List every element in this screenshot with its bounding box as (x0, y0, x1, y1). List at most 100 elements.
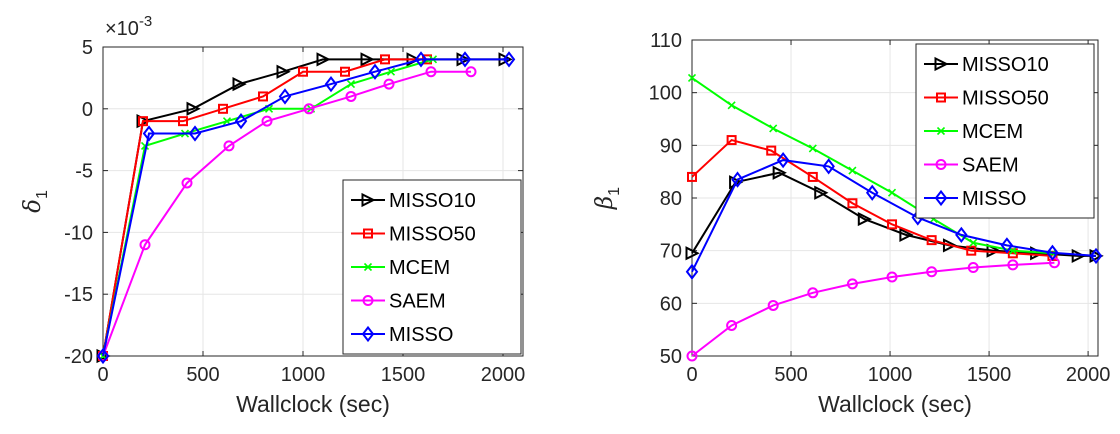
data-point-saem (261, 115, 273, 127)
legend-marker-misso50 (363, 228, 373, 239)
y-tick-label: 5 (82, 37, 93, 59)
y-tick-label: -5 (75, 161, 93, 183)
data-point-saem (686, 350, 698, 362)
series-line-misso (691, 159, 1097, 273)
data-point-misso10 (1071, 248, 1086, 264)
data-point-misso (458, 51, 472, 68)
axes-frame (102, 46, 524, 357)
x-tick-label: 1500 (967, 364, 1012, 386)
x-tick-label: 1000 (868, 364, 913, 386)
x-tick-label: 1000 (281, 364, 326, 386)
y-exponent-power: -3 (139, 13, 152, 30)
data-point-misso50 (687, 171, 697, 182)
y-axis-label: β1 (592, 187, 623, 210)
x-tick-label: 2000 (1066, 364, 1111, 386)
data-point-misso (368, 63, 382, 80)
y-tick-label: 90 (660, 135, 682, 157)
y-axis-label-symbol: β (592, 196, 618, 210)
data-point-misso (822, 158, 835, 175)
x-tick-label: 2000 (481, 364, 526, 386)
legend-marker-misso (361, 325, 375, 343)
x-tick-label: 0 (686, 364, 697, 386)
legend-marker-misso (934, 189, 948, 207)
x-tick-label: 0 (97, 364, 108, 386)
y-tick-label: 80 (660, 188, 682, 210)
data-point-misso (278, 88, 292, 105)
legend-marker-saem (362, 295, 374, 306)
y-tick-label: -20 (64, 346, 93, 368)
data-point-saem (886, 271, 898, 283)
data-point-misso (685, 263, 699, 280)
y-tick-label: -15 (64, 284, 93, 306)
legend-label-saem: SAEM (389, 291, 446, 313)
data-point-mcem (969, 238, 978, 247)
legend-marker-mcem (363, 262, 373, 272)
y-exponent-base: ×10 (105, 18, 139, 40)
data-point-misso (324, 75, 338, 93)
series-line-misso50 (691, 138, 1053, 257)
data-point-mcem (769, 124, 778, 133)
series-line-saem (691, 261, 1055, 357)
legend-label-misso: MISSO (389, 324, 453, 346)
data-point-misso (1000, 237, 1014, 254)
data-point-mcem (346, 80, 356, 89)
data-point-misso (96, 347, 110, 364)
data-point-misso10 (772, 165, 787, 180)
data-point-misso50 (807, 171, 818, 182)
data-point-misso (234, 113, 248, 130)
data-point-misso50 (766, 145, 777, 156)
series-line-misso (102, 58, 509, 357)
series-group (96, 51, 516, 364)
data-point-mcem (808, 144, 817, 153)
y-axis-label-symbol: δ (20, 199, 46, 213)
y-tick-label: 70 (660, 241, 682, 263)
data-point-saem (181, 177, 193, 189)
data-point-misso50 (218, 103, 228, 114)
chart-panel-2: 0 500 1000 1500 2000 110 100 90 80 70 60 50 Wallcloc… (592, 30, 1110, 417)
y-tick-label: 60 (660, 293, 682, 315)
data-point-misso50 (380, 54, 390, 65)
data-point-misso10 (986, 243, 1001, 258)
x-tick-label: 500 (774, 364, 807, 386)
data-point-misso50 (298, 66, 308, 77)
data-point-saem (345, 90, 357, 102)
data-point-misso50 (887, 219, 898, 230)
data-point-mcem (687, 73, 697, 82)
y-tick-label: 0 (82, 99, 93, 121)
data-point-saem (303, 103, 315, 115)
data-point-misso50 (966, 245, 977, 256)
data-point-misso (1046, 244, 1059, 261)
data-point-saem (1007, 259, 1019, 271)
legend-marker-mcem (936, 126, 946, 136)
x-axis-label: Wallclock (sec) (818, 391, 972, 417)
data-point-saem (967, 262, 979, 274)
data-point-misso (731, 171, 744, 188)
chart-panel-1: 0 500 1000 1500 2000 5 0 -5 -10 -15 -20 Wallclock (… (20, 13, 525, 417)
x-tick-label: 500 (186, 364, 219, 386)
x-axis-label: Wallclock (sec) (236, 391, 390, 417)
legend-marker-misso50 (936, 92, 946, 103)
data-point-saem (726, 319, 738, 331)
data-point-misso (865, 184, 879, 201)
data-point-mcem (727, 101, 736, 110)
data-point-misso50 (1007, 248, 1018, 259)
data-point-misso50 (340, 66, 350, 77)
legend-label-misso10: MISSO10 (962, 54, 1049, 76)
y-tick-label: 110 (650, 30, 682, 52)
data-point-misso10 (186, 101, 201, 116)
series-line-saem (102, 70, 471, 357)
data-point-mcem (386, 67, 396, 76)
legend-marker-misso10 (934, 56, 949, 72)
data-point-misso10 (899, 227, 914, 242)
y-exponent-label: ×10-3 (105, 13, 152, 40)
data-point-misso10 (276, 64, 291, 79)
legend-marker-saem (935, 159, 947, 170)
data-point-mcem (848, 166, 857, 175)
x-tick-label: 1500 (381, 364, 426, 386)
data-point-saem (846, 278, 858, 290)
data-point-misso (776, 151, 790, 169)
series-line-misso50 (102, 58, 427, 357)
legend-label-misso: MISSO (962, 188, 1026, 210)
data-point-misso10 (360, 52, 375, 67)
